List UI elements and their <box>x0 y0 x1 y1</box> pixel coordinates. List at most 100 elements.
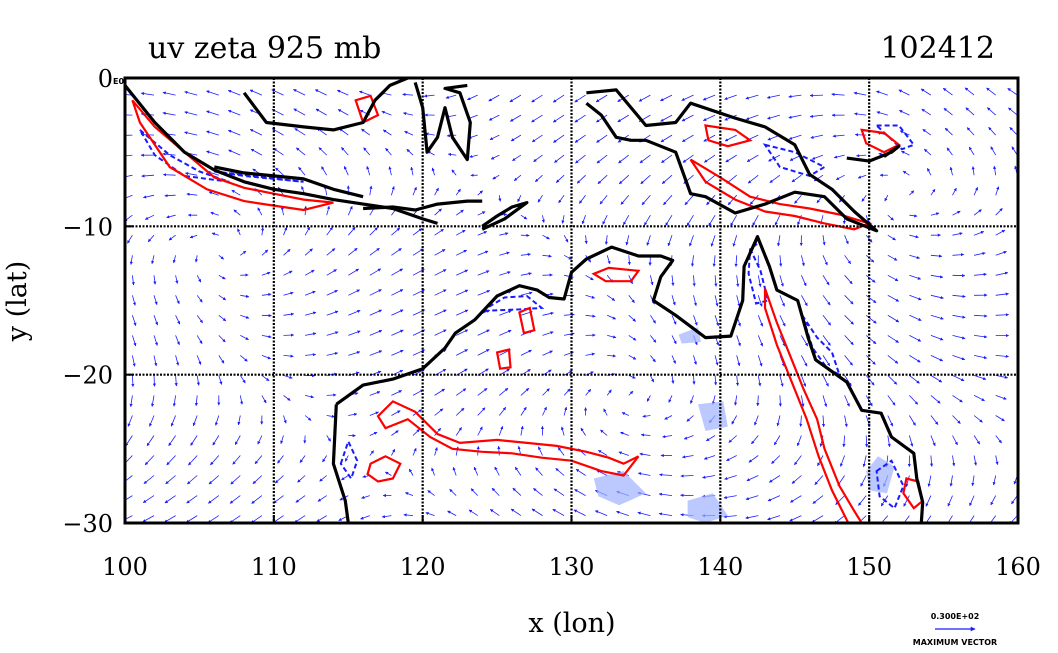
wind-vector-arrow <box>952 314 966 319</box>
wind-vector-arrow <box>192 415 198 427</box>
wind-vector-arrow <box>606 389 612 396</box>
wind-vector-arrow <box>727 194 737 206</box>
wind-vector-arrow <box>861 194 867 202</box>
wind-vector-arrow <box>347 205 353 216</box>
wind-vector-arrow <box>801 395 805 407</box>
wind-vector-arrow <box>196 275 202 283</box>
shade-central-shade <box>593 471 646 506</box>
wind-vector-arrow <box>132 335 137 347</box>
wind-vector-arrow <box>899 130 910 136</box>
coastline-australia <box>331 404 351 523</box>
negative-contour-tasman-neg <box>875 459 905 510</box>
wind-vector-arrow <box>639 452 651 456</box>
wind-vector-arrow <box>799 415 803 427</box>
wind-vector-arrow <box>125 515 133 520</box>
wind-vector-arrow <box>943 107 953 116</box>
wind-vector-arrow <box>382 129 392 136</box>
wind-vector-arrow <box>925 495 932 507</box>
wind-vector-arrow <box>410 166 414 176</box>
shade-tasman-shade <box>866 456 895 494</box>
wind-vector-arrow <box>261 355 271 360</box>
wind-vector-arrow <box>402 92 414 97</box>
wind-vector-arrow <box>234 435 241 445</box>
wind-vector-arrow <box>273 495 284 504</box>
wind-vector-arrow <box>283 395 291 401</box>
wind-vector-arrow <box>607 354 617 358</box>
wind-vector-arrow <box>239 375 246 384</box>
wind-vector-arrow <box>822 275 830 286</box>
wind-vector-arrow <box>969 495 975 507</box>
wind-vector-arrow <box>637 511 651 516</box>
wind-vector-arrow <box>164 194 176 198</box>
wind-vector-arrow <box>455 407 465 416</box>
wind-vector-arrow <box>194 255 199 263</box>
lat-lon-gridlines <box>125 78 1018 523</box>
wind-vector-arrow <box>638 94 651 102</box>
wind-vector-arrow <box>431 467 435 476</box>
wind-vector-arrow <box>973 231 985 236</box>
wind-vector-arrow <box>153 335 158 346</box>
wind-vector-arrow <box>930 314 944 320</box>
wind-vector-arrow <box>391 369 404 376</box>
wind-vector-arrow <box>168 435 176 447</box>
wind-vector-arrow <box>909 375 920 384</box>
coastline-australia-west <box>335 235 925 523</box>
wind-vector-arrow <box>659 473 673 477</box>
wind-vector-arrow <box>604 235 609 245</box>
x-tick-label: 130 <box>549 553 595 581</box>
wind-vector-arrow <box>789 515 802 522</box>
positive-contour-nb-blob <box>860 128 901 154</box>
wind-vector-arrow <box>218 254 224 260</box>
wind-vector-arrow <box>391 430 399 436</box>
wind-vector-arrow <box>627 255 631 266</box>
wind-vector-arrow <box>909 254 921 260</box>
wind-vector-arrow <box>640 174 651 185</box>
wind-vector-arrow <box>348 310 361 316</box>
wind-vector-arrow <box>667 235 673 247</box>
wind-vector-arrow <box>899 110 910 116</box>
wind-vector-arrow <box>778 395 782 407</box>
wind-vector-arrow <box>690 395 694 404</box>
wind-vector-arrow <box>189 234 198 239</box>
wind-vector-arrow <box>233 209 241 216</box>
wind-vector-field <box>125 87 1018 523</box>
wind-vector-arrow <box>497 445 501 456</box>
wind-vector-arrow <box>952 294 966 298</box>
wind-vector-arrow <box>767 495 781 502</box>
wind-vector-arrow <box>1009 127 1018 136</box>
wind-vector-arrow <box>920 88 932 96</box>
wind-vector-arrow <box>218 274 226 280</box>
vorticity-contours <box>131 94 924 523</box>
wind-vector-arrow <box>756 395 760 407</box>
wind-vector-arrow <box>746 154 759 163</box>
wind-vector-arrow <box>261 335 272 339</box>
wind-vector-arrow <box>531 114 543 123</box>
wind-vector-arrow <box>304 269 315 276</box>
y-axis-label: y (lat) <box>2 261 33 343</box>
wind-vector-arrow <box>584 235 588 245</box>
wind-vector-arrow <box>966 127 975 136</box>
wind-vector-arrow <box>360 515 370 520</box>
wind-vector-arrow <box>391 268 403 276</box>
wind-vector-arrow <box>230 475 241 485</box>
wind-vector-arrow <box>734 255 738 268</box>
wind-vector-arrow <box>811 515 824 523</box>
wind-vector-arrow <box>293 108 306 116</box>
wind-vector-arrow <box>693 315 698 326</box>
wind-vector-arrow <box>129 395 133 408</box>
wind-vector-arrow <box>228 129 241 136</box>
wind-vector-arrow <box>995 208 1003 216</box>
wind-vector-arrow <box>988 126 996 136</box>
wind-vector-arrow <box>887 294 900 302</box>
wind-vector-arrow <box>927 168 932 176</box>
wind-vector-arrow <box>326 269 337 276</box>
wind-vector-arrow <box>988 515 997 523</box>
wind-vector-arrow <box>840 455 845 467</box>
wind-vector-arrow <box>952 253 965 257</box>
wind-vector-arrow <box>477 190 483 196</box>
wind-vector-arrow <box>973 395 985 402</box>
wind-vector-arrow <box>477 250 489 256</box>
wind-vector-arrow <box>595 94 608 103</box>
wind-vector-arrow <box>686 214 694 227</box>
wind-vector-arrow <box>257 207 263 216</box>
